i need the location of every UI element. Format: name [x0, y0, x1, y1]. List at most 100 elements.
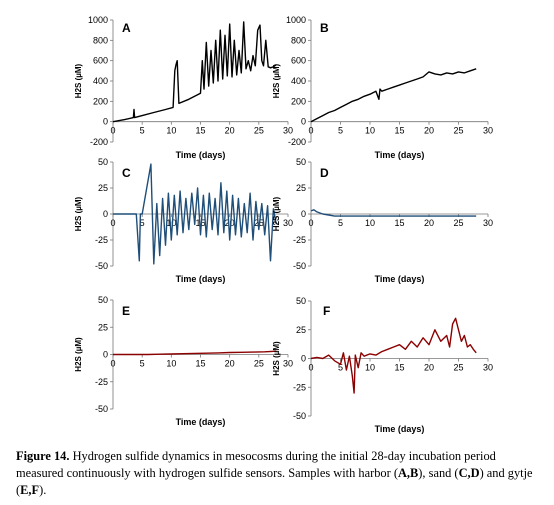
y-axis-label: H2S (µM)	[272, 196, 281, 231]
y-axis-label: H2S (µM)	[74, 196, 83, 231]
x-tick-label: 5	[140, 126, 145, 136]
x-tick-label: 20	[225, 218, 235, 228]
x-tick-label: 0	[308, 363, 313, 373]
panel-label: B	[320, 21, 329, 35]
caption-text-4: ).	[39, 483, 47, 497]
x-tick-label: 10	[365, 126, 375, 136]
y-tick-label: -50	[293, 261, 306, 271]
y-tick-label: 0	[301, 117, 306, 127]
y-tick-label: -200	[90, 137, 108, 147]
y-tick-label: -50	[95, 404, 108, 414]
y-tick-label: 50	[296, 296, 306, 306]
y-tick-label: 200	[291, 96, 306, 106]
y-tick-label: 25	[98, 183, 108, 193]
series-line-c	[113, 163, 277, 265]
x-tick-label: 20	[424, 218, 434, 228]
panel-label: A	[122, 21, 131, 35]
series-line-f	[310, 317, 477, 394]
y-tick-label: -25	[95, 377, 108, 387]
y-axis-label: H2S (µM)	[272, 341, 281, 376]
x-tick-label: 20	[424, 363, 434, 373]
y-tick-label: 0	[103, 350, 108, 360]
panel-label: F	[323, 304, 330, 318]
y-tick-label: 0	[301, 354, 306, 364]
x-tick-label: 0	[308, 126, 313, 136]
x-tick-label: 10	[166, 218, 176, 228]
x-tick-label: 20	[424, 126, 434, 136]
y-axis-label: H2S (µM)	[74, 337, 83, 372]
y-axis-label: H2S (µM)	[272, 63, 281, 98]
y-tick-label: 1000	[286, 15, 306, 25]
x-axis-label: Time (days)	[375, 150, 425, 160]
x-tick-label: 15	[394, 126, 404, 136]
y-tick-label: 600	[93, 56, 108, 66]
y-tick-label: 0	[103, 209, 108, 219]
x-tick-label: 5	[338, 363, 343, 373]
y-tick-label: 0	[301, 209, 306, 219]
caption-ab: A,B	[397, 466, 419, 480]
x-tick-label: 10	[166, 359, 176, 369]
y-tick-label: 800	[93, 35, 108, 45]
x-tick-label: 25	[254, 359, 264, 369]
x-axis-label: Time (days)	[375, 424, 425, 434]
x-tick-label: 30	[483, 218, 493, 228]
x-tick-label: 5	[140, 218, 145, 228]
x-tick-label: 10	[166, 126, 176, 136]
y-tick-label: -25	[95, 235, 108, 245]
y-tick-label: 50	[98, 295, 108, 305]
x-tick-label: 0	[110, 218, 115, 228]
x-tick-label: 30	[483, 126, 493, 136]
x-axis-label: Time (days)	[176, 417, 226, 427]
x-axis-label: Time (days)	[375, 274, 425, 284]
y-tick-label: 200	[93, 96, 108, 106]
x-tick-label: 0	[110, 359, 115, 369]
x-tick-label: 30	[283, 359, 293, 369]
x-tick-label: 15	[195, 126, 205, 136]
x-tick-label: 30	[283, 218, 293, 228]
x-tick-label: 25	[453, 363, 463, 373]
figure-caption: Figure 14. Hydrogen sulfide dynamics in …	[16, 448, 540, 499]
y-tick-label: 25	[296, 325, 306, 335]
caption-text-2: ), sand (	[418, 466, 459, 480]
x-tick-label: 15	[195, 359, 205, 369]
x-tick-label: 0	[308, 218, 313, 228]
x-tick-label: 30	[483, 363, 493, 373]
x-tick-label: 15	[394, 218, 404, 228]
y-tick-label: 0	[103, 117, 108, 127]
y-tick-label: 50	[296, 157, 306, 167]
series-line-e	[113, 350, 277, 356]
series-line-b	[310, 68, 477, 123]
y-tick-label: 400	[291, 76, 306, 86]
y-tick-label: 400	[93, 76, 108, 86]
y-tick-label: -50	[95, 261, 108, 271]
x-axis-label: Time (days)	[176, 274, 226, 284]
x-tick-label: 10	[365, 218, 375, 228]
caption-text-1: Hydrogen sulfide dynamics in mesocosms d…	[16, 449, 496, 480]
x-tick-label: 20	[225, 126, 235, 136]
panel-label: C	[122, 166, 131, 180]
y-tick-label: 600	[291, 56, 306, 66]
y-tick-label: 50	[98, 157, 108, 167]
x-tick-label: 5	[338, 126, 343, 136]
series-line-a	[112, 21, 277, 123]
caption-text-3: ) and gytje (	[16, 466, 533, 497]
y-tick-label: 1000	[88, 15, 108, 25]
y-tick-label: 25	[98, 322, 108, 332]
panel-label: E	[122, 304, 130, 318]
x-tick-label: 25	[254, 126, 264, 136]
x-tick-label: 20	[225, 359, 235, 369]
x-tick-label: 5	[338, 218, 343, 228]
caption-label: Figure 14.	[16, 449, 70, 463]
y-tick-label: -200	[288, 137, 306, 147]
x-tick-label: 15	[394, 363, 404, 373]
x-tick-label: 25	[254, 218, 264, 228]
caption-ef: E,F	[20, 483, 40, 497]
y-tick-label: 25	[296, 183, 306, 193]
x-axis-label: Time (days)	[176, 150, 226, 160]
